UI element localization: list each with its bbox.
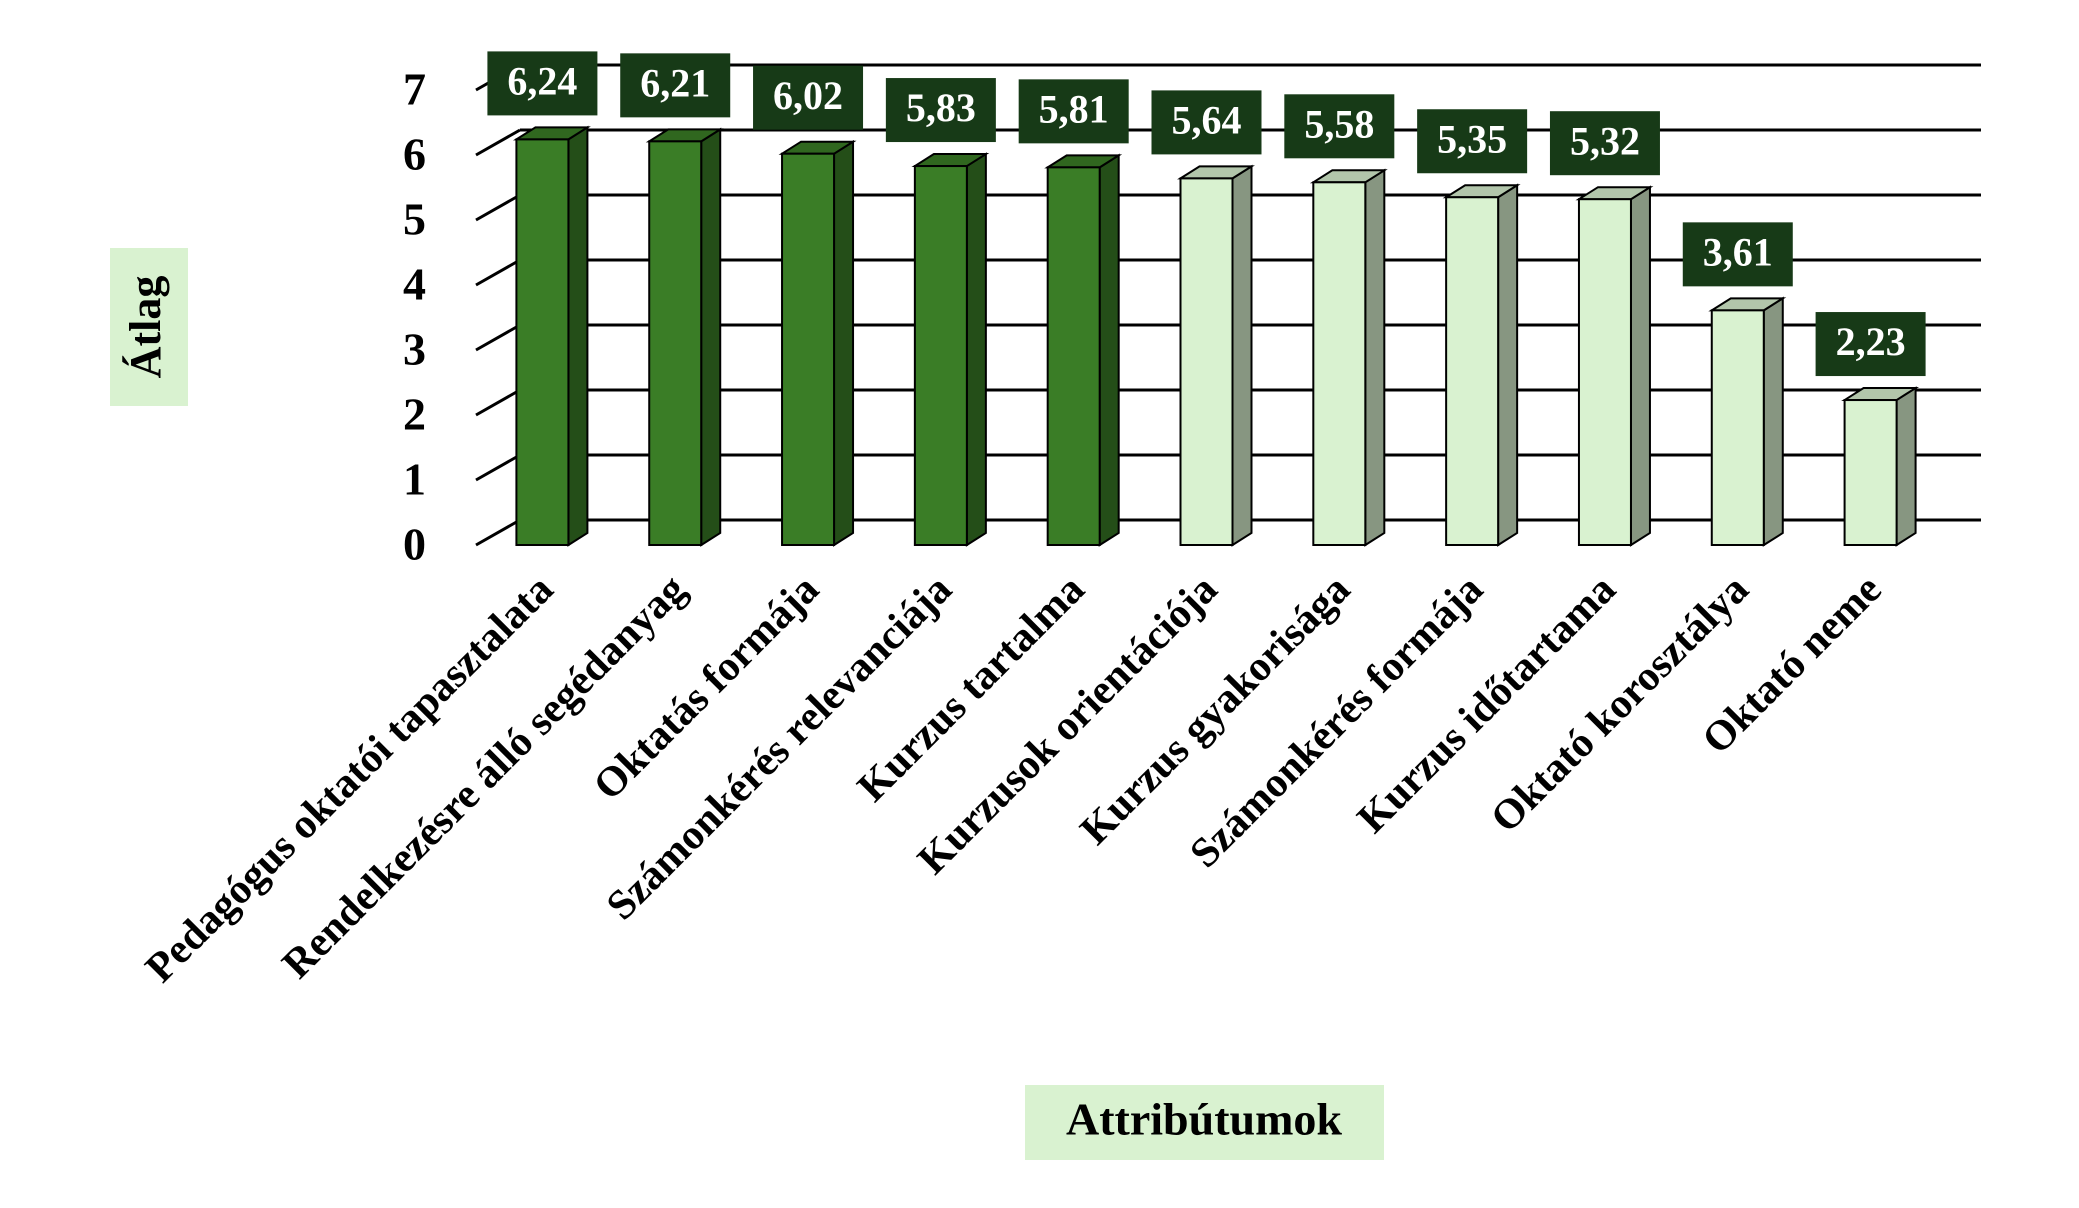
value-label-box [1151, 90, 1262, 155]
value-label: 5,58 [1304, 101, 1374, 146]
value-label: 5,83 [906, 85, 976, 130]
value-label-box [1284, 94, 1395, 159]
value-label-box [885, 78, 996, 143]
value-label: 3,61 [1703, 230, 1773, 275]
x-tick-label: Kurzus időtartama [1349, 566, 1625, 842]
grid-line [475, 518, 521, 547]
value-label: 5,32 [1570, 118, 1640, 163]
value-label-box [620, 53, 731, 118]
bar [913, 165, 968, 547]
value-label: 5,64 [1172, 98, 1242, 143]
y-tick-label: 7 [403, 64, 426, 115]
bar-side [700, 127, 722, 547]
value-label: 6,24 [507, 59, 577, 104]
value-label-box [487, 51, 598, 116]
x-tick-label: Kurzus tartalma [849, 566, 1094, 811]
value-label-box [1549, 111, 1660, 176]
bar [1179, 177, 1234, 546]
value-label: 6,21 [640, 61, 710, 106]
value-label-box [1417, 109, 1528, 174]
bar [1710, 309, 1765, 546]
bar-side [1231, 164, 1253, 547]
bar [1445, 196, 1500, 546]
grid-line [475, 258, 521, 287]
bar-side [1762, 296, 1784, 547]
bar [1046, 166, 1101, 546]
x-tick-label: Oktató korosztálya [1482, 566, 1757, 841]
bar [1312, 181, 1367, 547]
grid-line [475, 453, 521, 482]
y-axis-title: Átlag [121, 276, 170, 379]
grid-line [475, 128, 521, 157]
grid-line [475, 323, 521, 352]
value-label-box [1682, 222, 1793, 287]
bar-side [1364, 168, 1386, 547]
bar-side [567, 125, 589, 547]
y-tick-label: 3 [403, 324, 426, 375]
grid-line [475, 388, 521, 417]
bar [648, 140, 703, 546]
bar [1577, 198, 1632, 546]
value-label: 6,02 [773, 73, 843, 118]
y-tick-label: 4 [403, 259, 426, 310]
value-label-box [1815, 312, 1926, 377]
y-tick-label: 5 [403, 194, 426, 245]
value-label-box [753, 65, 864, 130]
x-tick-label: Oktatás formája [585, 566, 828, 809]
bar-side [1098, 153, 1120, 547]
value-label: 5,35 [1437, 116, 1507, 161]
y-title-bg [110, 248, 188, 406]
bar-side [1497, 183, 1519, 547]
bar [515, 138, 570, 546]
value-label: 5,81 [1039, 87, 1109, 132]
bar-side [1629, 185, 1651, 547]
value-label: 2,23 [1836, 319, 1906, 364]
x-axis-title: Attribútumok [1066, 1094, 1342, 1145]
y-tick-label: 2 [403, 389, 426, 440]
y-tick-label: 1 [403, 454, 426, 505]
bar [781, 152, 836, 546]
bar-side [1895, 386, 1917, 547]
x-title-bg [1025, 1085, 1384, 1160]
bar [1843, 399, 1898, 546]
y-tick-label: 0 [403, 519, 426, 570]
value-label-box [1018, 79, 1129, 144]
y-tick-label: 6 [403, 129, 426, 180]
bar-side [833, 139, 855, 547]
bar-side [965, 152, 987, 547]
grid-line [475, 193, 521, 222]
